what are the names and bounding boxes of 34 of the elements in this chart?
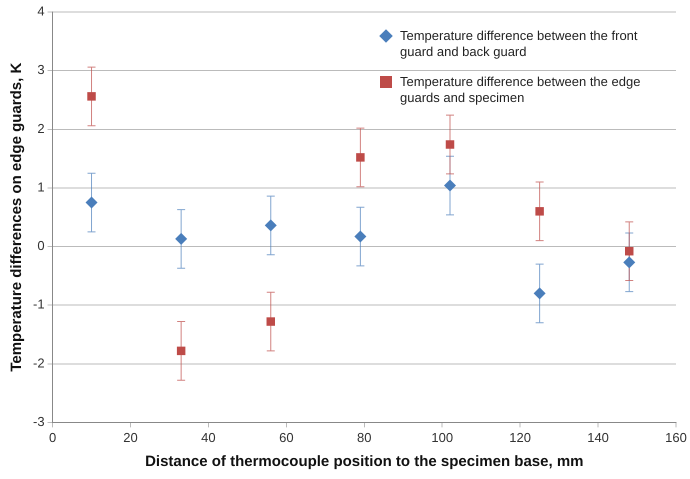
legend-label: Temperature difference between the front guard and back guard: [400, 28, 639, 60]
x-tick-label: 80: [357, 430, 372, 445]
x-tick-label: 140: [587, 430, 609, 445]
y-tick-label: -1: [32, 296, 45, 312]
x-tick-label: 100: [431, 430, 454, 445]
x-tick-label: 120: [509, 430, 531, 445]
point: [444, 180, 456, 192]
point: [356, 153, 365, 162]
y-tick-label: 0: [37, 238, 45, 254]
point: [623, 256, 636, 268]
y-tick-label: 3: [37, 62, 45, 78]
x-tick-label: 0: [48, 430, 56, 445]
point: [175, 232, 188, 245]
point: [176, 346, 186, 356]
point: [264, 219, 277, 232]
y-tick-label: -3: [32, 414, 45, 429]
x-tick-label: 20: [123, 430, 138, 445]
point: [625, 246, 634, 256]
x-axis-title: Distance of thermocouple position to the specimen base, mm: [145, 453, 584, 470]
y-tick-label: 1: [37, 179, 45, 194]
point: [266, 317, 276, 326]
y-tick-label: 4: [37, 4, 45, 19]
x-tick-label: 40: [201, 430, 216, 445]
legend-label: Temperature difference between the edge guards and specimen: [400, 74, 642, 106]
x-tick-label: 160: [665, 430, 687, 445]
point: [86, 196, 98, 209]
y-tick-label: -2: [32, 355, 45, 370]
point: [87, 92, 96, 101]
y-axis-title: Temperature differences on edge guards, K: [8, 62, 26, 372]
x-tick-label: 60: [279, 430, 294, 445]
point: [534, 287, 546, 300]
y-tick-label: 2: [37, 120, 45, 136]
point: [354, 230, 366, 243]
point: [535, 207, 544, 216]
